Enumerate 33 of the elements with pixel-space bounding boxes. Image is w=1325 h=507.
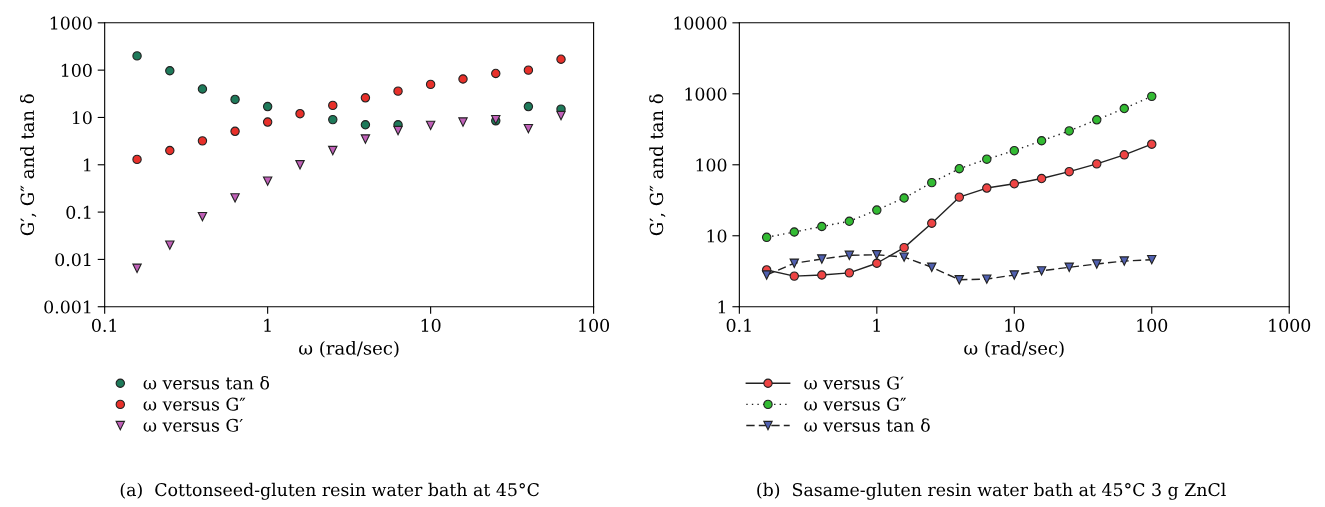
x-tick-label: 100	[1137, 318, 1168, 332]
legend-label: ω versus G″	[804, 397, 907, 411]
x-tick-label: 0.1	[92, 318, 117, 332]
y-tick-label: 1	[718, 300, 726, 314]
x-tick-label: 100	[579, 318, 610, 332]
y-tick-label: 1000	[50, 16, 92, 30]
x-axis-title: ω (rad/sec)	[964, 340, 1064, 358]
legend-label: ω versus G′	[143, 418, 243, 432]
y-tick-label: 10	[707, 229, 727, 243]
y-tick-label: 100	[61, 63, 92, 77]
y-tick-label: 0.01	[55, 253, 91, 267]
x-tick-label: 1000	[1269, 318, 1311, 332]
y-tick-label: 100	[696, 158, 727, 172]
legend-label: ω versus tan δ	[143, 376, 270, 390]
x-tick-label: 1	[264, 318, 271, 332]
legend-label: ω versus G″	[143, 397, 246, 411]
legend-label: ω versus G′	[804, 376, 904, 390]
text: (b) Sasame-gluten resin water bath at 45°C 3 g ZnCl	[757, 482, 1226, 500]
y-axis-title: G′, G″ and tan δ	[649, 94, 666, 236]
x-tick-label: 1	[873, 318, 880, 332]
x-tick-label: 0.1	[726, 318, 751, 332]
y-axis-title: G′, G″ and tan δ	[20, 94, 37, 236]
text: (a) Cottonseed-gluten resin water bath at 45°C	[120, 482, 539, 500]
y-tick-label: 1000	[685, 87, 727, 101]
y-tick-label: 0.1	[66, 205, 91, 219]
y-tick-label: 10	[72, 111, 92, 125]
x-tick-label: 10	[421, 318, 441, 332]
legend-label: ω versus tan δ	[804, 418, 930, 432]
x-axis-title: ω (rad/sec)	[299, 340, 399, 358]
y-tick-label: 0.001	[44, 300, 91, 314]
y-tick-label: 1	[83, 158, 91, 172]
x-tick-label: 10	[1005, 318, 1025, 332]
y-tick-label: 10000	[674, 16, 727, 30]
